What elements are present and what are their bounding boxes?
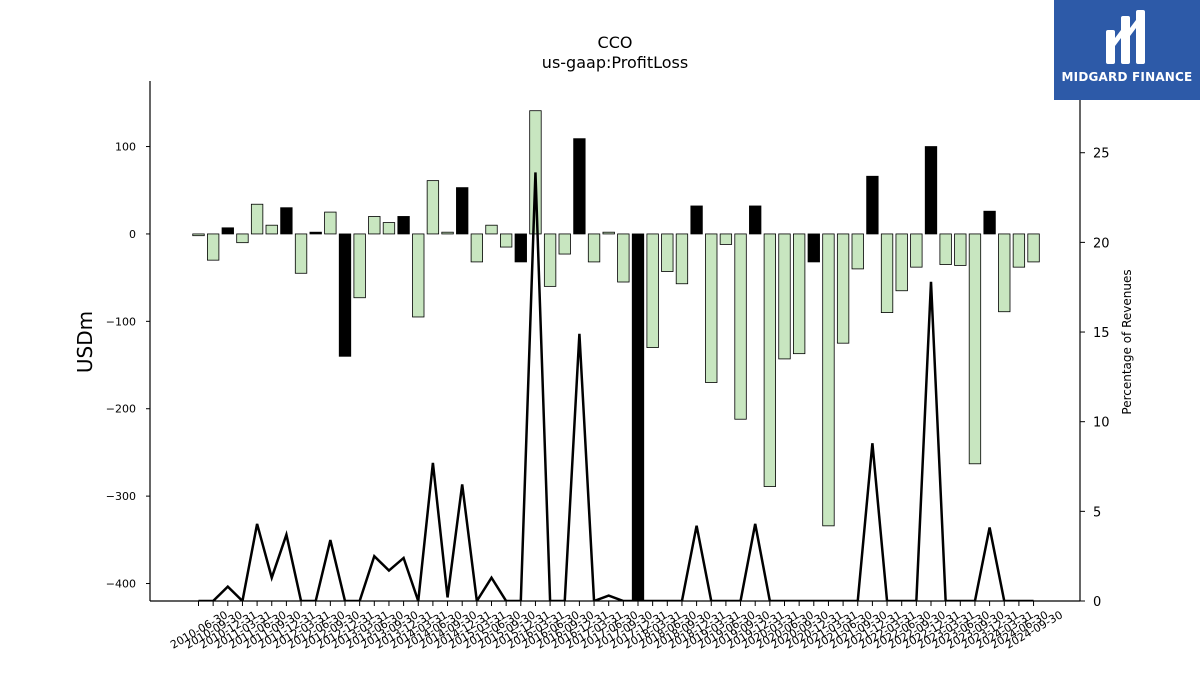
bar xyxy=(236,233,249,244)
bar xyxy=(895,233,908,292)
y2-tick-label: 20 xyxy=(1093,236,1110,251)
bar xyxy=(646,233,659,348)
bar xyxy=(954,233,967,266)
bar xyxy=(338,233,352,357)
bar xyxy=(558,233,571,255)
bar xyxy=(851,233,864,270)
bar xyxy=(983,210,996,235)
bar xyxy=(836,233,850,344)
bar xyxy=(206,233,220,261)
bar xyxy=(749,205,762,235)
y-tick-label: 0 xyxy=(129,228,136,241)
plot-area: 1000−100−200−300−40005101520252010-06-30… xyxy=(106,81,1110,652)
y2-tick-label: 0 xyxy=(1093,595,1101,610)
bar xyxy=(265,224,278,235)
bar xyxy=(221,227,234,235)
y2-tick-label: 15 xyxy=(1093,326,1110,341)
chart-subtitle: us-gaap:ProfitLoss xyxy=(542,53,688,72)
bar xyxy=(998,233,1011,313)
bar xyxy=(470,233,484,263)
bar xyxy=(807,233,820,263)
bar xyxy=(734,233,747,420)
bar xyxy=(353,233,366,299)
bar xyxy=(617,233,630,283)
bar xyxy=(939,233,952,265)
bar xyxy=(705,233,718,383)
percentage-line xyxy=(198,172,1034,601)
bar xyxy=(924,146,938,235)
bar xyxy=(426,180,440,235)
bar xyxy=(529,110,542,235)
bar xyxy=(294,233,308,274)
bar xyxy=(880,233,894,314)
bar xyxy=(485,224,498,235)
bar xyxy=(543,233,557,287)
plot-content xyxy=(192,110,1040,601)
bar xyxy=(382,222,396,235)
bar xyxy=(763,233,776,487)
chart-title: CCO xyxy=(598,33,633,52)
y-tick-label: −100 xyxy=(106,315,136,328)
bar xyxy=(778,233,791,360)
bar xyxy=(968,233,982,465)
bar xyxy=(866,175,879,235)
bar xyxy=(1027,233,1040,263)
bar xyxy=(573,138,586,235)
bar xyxy=(192,233,205,237)
bar xyxy=(719,233,733,245)
bar xyxy=(690,205,703,235)
bar xyxy=(793,233,806,355)
logo-mark-icon xyxy=(1106,10,1145,64)
bar xyxy=(675,233,689,285)
y2-tick-label: 25 xyxy=(1093,147,1110,162)
bar xyxy=(822,233,835,527)
bar xyxy=(441,231,454,235)
bar xyxy=(499,233,513,248)
bar xyxy=(412,233,425,318)
y-tick-label: −400 xyxy=(106,578,136,591)
bar xyxy=(397,216,410,235)
y-tick-label: −200 xyxy=(106,403,136,416)
bar xyxy=(587,233,601,263)
bar xyxy=(324,211,337,235)
bar xyxy=(514,233,527,263)
bar xyxy=(661,233,674,272)
bar xyxy=(456,187,469,235)
y2-tick-label: 10 xyxy=(1093,416,1110,431)
y2-axis-label: Percentage of Revenues xyxy=(1120,269,1134,414)
y-axis-label: USDm xyxy=(73,311,97,373)
bar xyxy=(1012,233,1026,268)
y-tick-label: −300 xyxy=(106,490,136,503)
bar xyxy=(602,231,615,235)
logo-text: MIDGARD FINANCE xyxy=(1061,70,1193,84)
bar xyxy=(280,207,293,235)
y-tick-label: 100 xyxy=(115,141,136,154)
brand-logo: MIDGARD FINANCE xyxy=(1054,0,1200,100)
bar xyxy=(910,233,923,268)
bar xyxy=(368,216,381,235)
y2-tick-label: 5 xyxy=(1093,505,1101,520)
bar xyxy=(250,203,264,235)
bar xyxy=(309,231,322,235)
bar xyxy=(631,233,645,601)
